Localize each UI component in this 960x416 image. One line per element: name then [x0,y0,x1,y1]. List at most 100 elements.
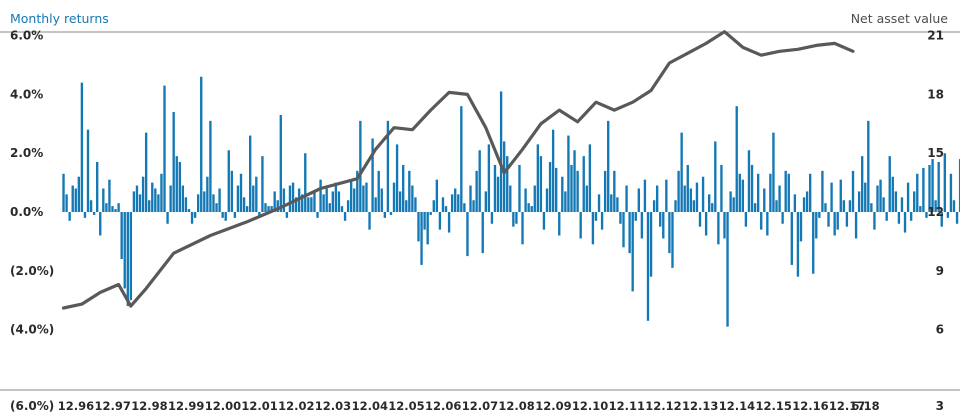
monthly-return-bars [62,76,960,327]
return-bar [236,185,240,212]
x-tick-label: 12.03 [315,399,351,413]
return-bar [86,129,90,212]
x-tick-label: 12.04 [352,399,388,413]
return-bar [380,188,383,212]
right-tick-label: 6 [936,323,944,337]
return-bar [506,156,509,212]
return-bar [386,120,390,212]
return-bar [466,212,469,257]
left-tick-label: 2.0% [10,146,43,160]
return-bar [154,188,157,212]
return-bar [836,212,839,230]
return-bar [484,191,487,212]
return-bar [882,197,885,212]
return-bar [144,132,148,212]
return-bar [457,194,460,212]
return-bar [775,200,778,212]
x-tick-label: 12.07 [462,399,498,413]
return-bar [187,209,191,212]
return-bar [839,179,842,212]
return-bar [432,200,435,212]
return-bar [120,212,123,260]
return-bar [760,212,763,230]
return-bar [735,106,738,212]
return-bar [542,212,546,230]
return-bar [842,200,846,212]
return-bar [276,200,279,212]
return-bar [955,212,959,224]
return-bar [714,141,717,212]
return-bar [273,191,276,212]
return-bar [851,170,855,212]
return-bar [169,185,172,212]
return-bar [349,179,353,212]
return-bar [301,194,304,212]
return-bar [518,164,521,212]
return-bar [909,212,913,221]
return-bar [193,212,197,218]
return-bar [677,170,680,212]
return-bar [117,203,120,212]
return-bar [123,212,126,289]
return-bar [368,212,371,230]
return-bar [230,170,234,212]
return-bar [362,185,365,212]
right-tick-label: 3 [936,399,944,413]
return-bar [796,212,800,277]
return-bar [490,212,494,224]
return-bar [261,156,264,212]
x-tick-label: 6.18 [851,399,879,413]
right-tick-label: 12 [927,205,944,219]
return-bar [925,212,928,218]
return-bar [958,159,960,212]
return-bar [420,212,423,265]
return-bar [591,212,595,245]
return-bar [353,188,356,212]
return-bar [805,191,809,212]
return-bar [919,206,922,212]
return-bar [524,188,527,212]
x-tick-label: 12.02 [278,399,314,413]
return-bar [790,212,793,265]
return-bar [463,203,466,212]
return-bar [200,76,203,212]
left-tick-labels: 6.0% 4.0% 2.0% 0.0% (2.0%) (4.0%) (6.0%) [10,29,54,413]
return-bar [720,164,723,212]
return-bar [111,206,114,212]
return-bar [854,212,858,239]
return-bar [799,212,803,242]
return-bar [818,212,821,218]
return-bar [567,135,570,212]
x-tick-label: 12.09 [535,399,571,413]
return-bar [870,203,873,212]
return-bar [665,179,668,212]
return-bar [833,212,836,236]
return-bar [628,212,631,254]
x-tick-label: 12.15 [756,399,792,413]
return-bar [613,170,616,212]
return-bar [827,212,830,227]
return-bar [392,182,396,212]
return-bar [637,188,640,212]
return-bar [496,176,500,212]
return-bar [426,212,429,245]
return-bar [264,203,267,212]
return-bar [221,212,224,218]
return-bar [861,156,864,212]
return-bar [763,188,766,212]
return-bar [141,176,145,212]
return-bar [450,194,454,212]
return-bar [135,185,139,212]
return-bar [377,170,380,212]
return-bar [588,144,592,212]
return-bar [564,191,567,212]
x-tick-label: 12.11 [609,399,645,413]
return-bar [405,200,408,212]
return-bar [784,170,787,212]
return-bar [729,191,732,212]
return-bar [787,173,790,212]
x-tick-label: 12.05 [388,399,424,413]
return-bar [108,179,111,212]
return-bar [62,173,65,212]
left-tick-label: 4.0% [10,87,43,101]
